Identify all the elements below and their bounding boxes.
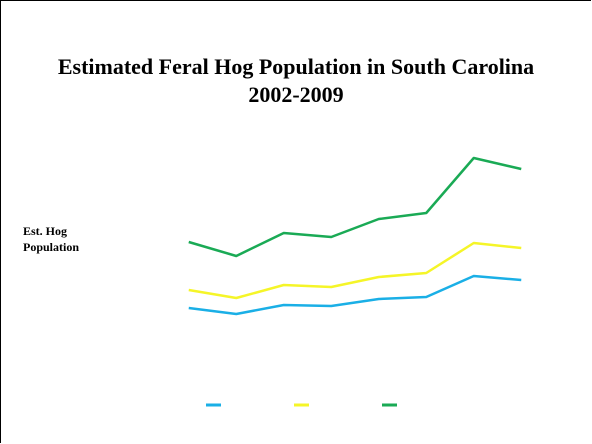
chart-title: Estimated Feral Hog Population in South … — [57, 54, 535, 107]
y-axis-label: Est. Hog Population — [23, 224, 80, 254]
series-line — [188, 156, 522, 258]
series-line — [188, 241, 522, 300]
series-line — [188, 274, 522, 316]
